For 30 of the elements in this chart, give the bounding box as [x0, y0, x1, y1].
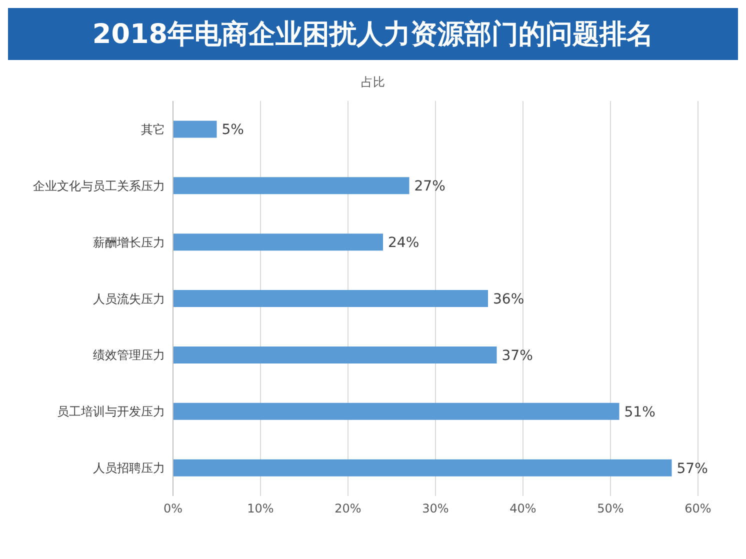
data-label: 5%: [222, 122, 244, 138]
data-label: 27%: [414, 178, 446, 195]
y-tick-label: 其它: [141, 122, 165, 136]
bar: [173, 402, 620, 420]
x-tick-label: 60%: [684, 502, 712, 516]
y-tick-label: 人员招聘压力: [93, 461, 165, 476]
bar: [173, 177, 410, 194]
x-tick-label: 40%: [510, 502, 536, 516]
data-label: 37%: [502, 348, 533, 364]
x-tick-label: 50%: [597, 502, 624, 516]
y-tick-label: 薪酬增长压力: [93, 235, 165, 250]
x-tick-label: 20%: [334, 502, 362, 516]
chart-subtitle: 占比: [360, 74, 386, 91]
y-tick-label: 绩效管理压力: [93, 348, 165, 362]
bar: [173, 234, 383, 251]
y-tick-label: 人员流失压力: [93, 292, 165, 306]
data-label: 36%: [493, 292, 524, 308]
data-label: 24%: [388, 235, 420, 252]
chart-title: 2018年电商企业困扰人力资源部门的问题排名: [8, 8, 738, 60]
x-tick-label: 30%: [422, 502, 449, 516]
y-tick-label: 员工培训与开发压力: [57, 404, 165, 419]
x-tick-label: 10%: [247, 502, 274, 516]
x-tick-label: 0%: [163, 502, 183, 516]
bar: [173, 120, 217, 138]
data-label: 51%: [624, 404, 656, 420]
bar: [173, 459, 672, 476]
data-label: 57%: [676, 460, 708, 477]
bar: [173, 346, 497, 364]
y-tick-label: 企业文化与员工关系压力: [33, 178, 165, 193]
bar: [173, 290, 488, 308]
